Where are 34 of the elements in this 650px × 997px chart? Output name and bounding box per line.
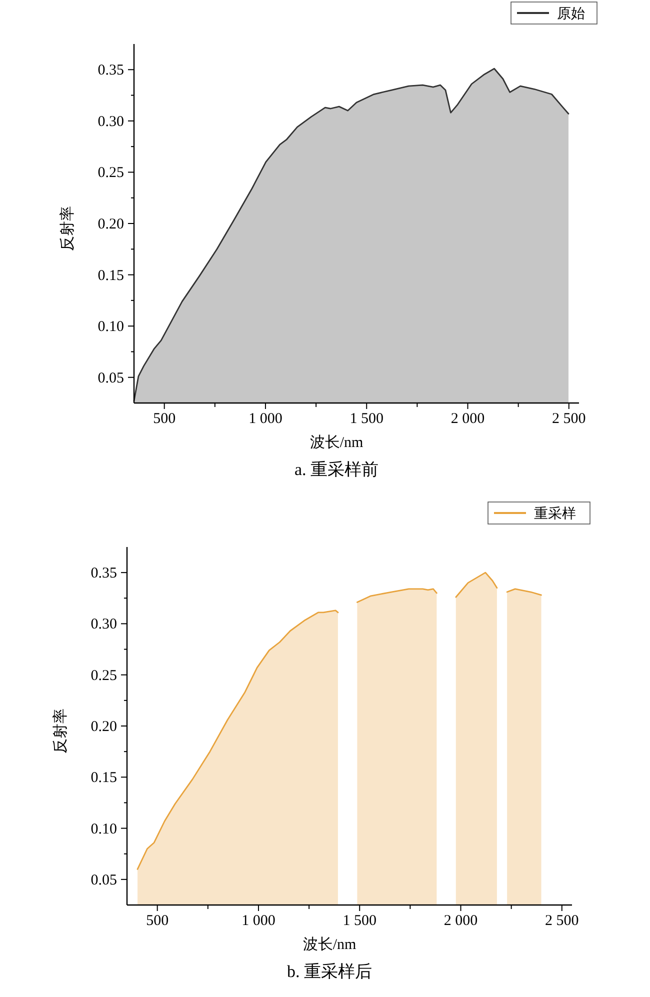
y-tick-label: 0.10: [90, 821, 117, 838]
legend: 原始: [510, 2, 598, 24]
y-tick-label: 0.05: [90, 872, 117, 888]
x-axis-title: 波长/nm: [302, 936, 356, 953]
y-axis-title: 反射率: [52, 708, 69, 754]
y-tick-label: 0.20: [90, 719, 117, 735]
x-tick-label: 1 500: [350, 411, 384, 427]
x-tick-label: 500: [153, 411, 176, 427]
y-tick-label: 0.15: [90, 770, 117, 786]
x-tick-label: 2 000: [450, 411, 485, 427]
x-tick-label: 1 000: [248, 411, 282, 427]
x-tick-label: 2 500: [552, 411, 586, 427]
legend-label: 原始: [557, 6, 585, 22]
y-tick-label: 0.35: [98, 62, 124, 79]
x-tick-label: 2 500: [545, 913, 579, 929]
legend-label: 重采样: [534, 506, 576, 522]
y-tick-label: 0.10: [98, 319, 124, 336]
y-tick-label: 0.30: [90, 616, 117, 633]
text: b. 重采样后: [287, 962, 372, 981]
x-tick-label: 1 500: [342, 913, 376, 929]
y-axis-title: 反射率: [59, 206, 76, 251]
y-tick-label: 0.25: [98, 165, 124, 182]
y-tick-label: 0.15: [98, 268, 124, 284]
y-tick-label: 0.35: [90, 566, 117, 582]
x-tick-label: 500: [146, 913, 169, 929]
y-tick-label: 0.05: [98, 370, 124, 386]
x-axis-title: 波长/nm: [310, 434, 364, 451]
text: a. 重采样前: [294, 460, 379, 479]
y-tick-label: 0.30: [98, 114, 124, 130]
y-tick-label: 0.20: [98, 216, 124, 232]
y-tick-label: 0.25: [90, 668, 117, 684]
x-tick-label: 2 000: [444, 913, 478, 929]
legend: 重采样: [488, 502, 590, 524]
x-tick-label: 1 000: [242, 913, 276, 929]
